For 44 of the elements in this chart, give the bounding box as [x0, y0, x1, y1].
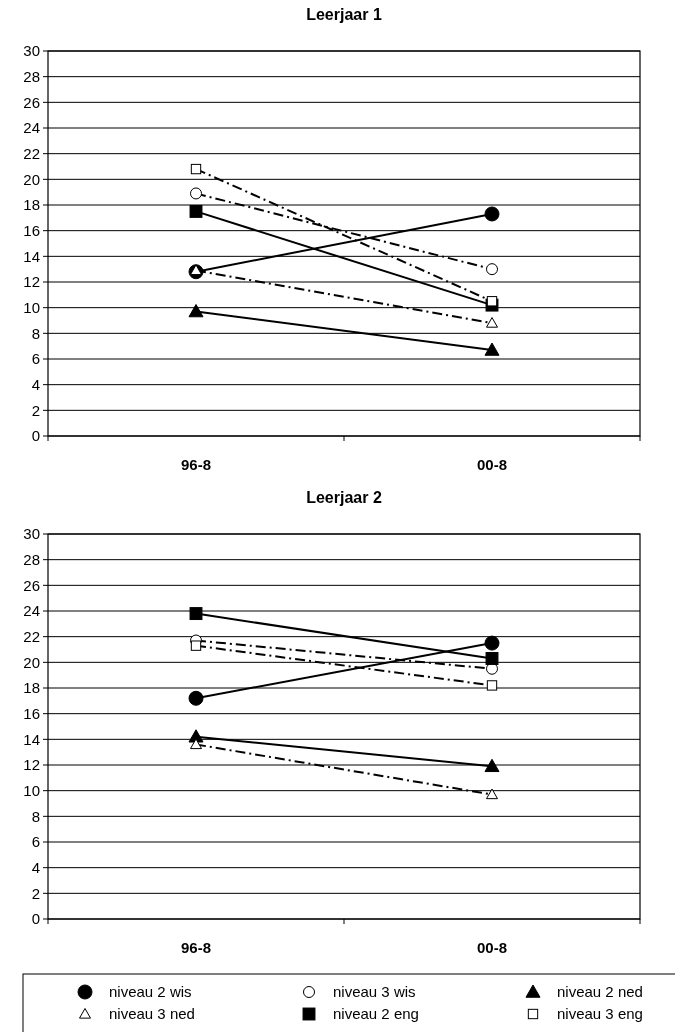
- chart-title: Leerjaar 1: [306, 6, 382, 23]
- y-tick-label: 28: [23, 550, 40, 568]
- y-tick-label: 14: [23, 730, 40, 748]
- y-tick-label: 16: [23, 221, 40, 239]
- y-tick-label: 8: [31, 324, 40, 342]
- y-tick-label: 22: [23, 144, 40, 162]
- x-tick-label: 00-8: [476, 456, 508, 473]
- legend-label: niveau 3 eng: [557, 1005, 643, 1023]
- y-tick-label: 12: [23, 273, 40, 291]
- y-tick-label: 28: [23, 67, 40, 85]
- x-tick-label: 96-8: [180, 939, 212, 956]
- y-tick-label: 26: [23, 576, 40, 594]
- legend-label: niveau 2 wis: [109, 983, 192, 1001]
- y-tick-label: 24: [23, 119, 40, 137]
- y-tick-label: 24: [23, 602, 40, 620]
- y-tick-label: 30: [23, 525, 40, 543]
- x-tick-label: 96-8: [180, 456, 212, 473]
- y-tick-label: 4: [31, 375, 40, 393]
- legend-label: niveau 2 ned: [557, 983, 643, 1001]
- y-tick-label: 14: [23, 247, 40, 265]
- y-tick-label: 6: [31, 833, 40, 851]
- y-tick-label: 12: [23, 756, 40, 774]
- legend-label: niveau 2 eng: [333, 1005, 419, 1023]
- y-tick-label: 30: [23, 42, 40, 60]
- y-tick-label: 0: [31, 910, 40, 928]
- y-tick-label: 20: [23, 653, 40, 671]
- x-tick-label: 00-8: [476, 939, 508, 956]
- y-tick-label: 8: [31, 807, 40, 825]
- legend-label: niveau 3 wis: [333, 983, 416, 1001]
- y-tick-label: 2: [31, 401, 40, 419]
- y-tick-label: 18: [23, 679, 40, 697]
- y-tick-label: 2: [31, 884, 40, 902]
- y-tick-label: 10: [23, 781, 40, 799]
- y-tick-label: 22: [23, 627, 40, 645]
- y-tick-label: 16: [23, 704, 40, 722]
- y-tick-label: 20: [23, 170, 40, 188]
- y-tick-label: 10: [23, 298, 40, 316]
- y-tick-label: 0: [31, 427, 40, 445]
- y-tick-label: 4: [31, 858, 40, 876]
- chart-title: Leerjaar 2: [306, 489, 382, 506]
- y-tick-label: 26: [23, 93, 40, 111]
- y-tick-label: 18: [23, 196, 40, 214]
- legend-label: niveau 3 ned: [109, 1005, 195, 1023]
- y-tick-label: 6: [31, 350, 40, 368]
